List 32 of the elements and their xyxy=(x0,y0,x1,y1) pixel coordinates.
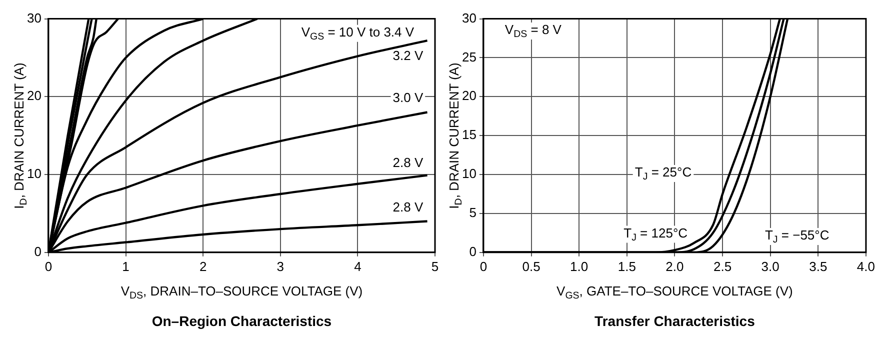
y-tick-label: 10 xyxy=(26,166,42,182)
annotation: 2.8 V xyxy=(392,155,424,170)
x-tick-label: 2.5 xyxy=(713,258,732,274)
x-tick-label: 0.5 xyxy=(522,258,540,274)
y-tick-label: 20 xyxy=(26,88,42,104)
x-tick-label: 0 xyxy=(480,258,488,274)
x-tick-label: 2.0 xyxy=(666,258,684,274)
x-tick-label: 1.5 xyxy=(618,258,636,274)
y-tick-label: 10 xyxy=(462,166,476,182)
x-tick-label: 3 xyxy=(276,258,284,274)
text: On–Region Characteristics xyxy=(152,312,332,329)
y-tick-label: 15 xyxy=(462,127,476,142)
annotation: 2.8 V xyxy=(392,200,424,215)
x-tick-label: 1 xyxy=(122,258,130,274)
x-tick-label: 2 xyxy=(199,258,207,274)
x-tick-label: 0 xyxy=(44,258,52,274)
annotation: 3.0 V xyxy=(392,90,424,105)
y-tick-label: 5 xyxy=(469,205,476,220)
y-tick-label: 0 xyxy=(34,244,42,259)
x-tick-label: 5 xyxy=(431,258,439,274)
x-tick-label: 4.0 xyxy=(856,258,876,274)
y-tick-label: 30 xyxy=(26,10,42,26)
text: Transfer Characteristics xyxy=(594,312,756,329)
x-tick-label: 4 xyxy=(354,258,362,274)
y-tick-label: 25 xyxy=(462,49,476,64)
x-tick-label: 1.0 xyxy=(570,258,588,274)
y-tick-label: 0 xyxy=(469,244,476,259)
y-tick-label: 30 xyxy=(462,10,476,26)
annotation: 3.2 V xyxy=(392,48,424,63)
x-tick-label: 3.5 xyxy=(809,258,828,274)
x-tick-label: 3.0 xyxy=(761,258,780,274)
y-tick-label: 20 xyxy=(462,88,476,104)
